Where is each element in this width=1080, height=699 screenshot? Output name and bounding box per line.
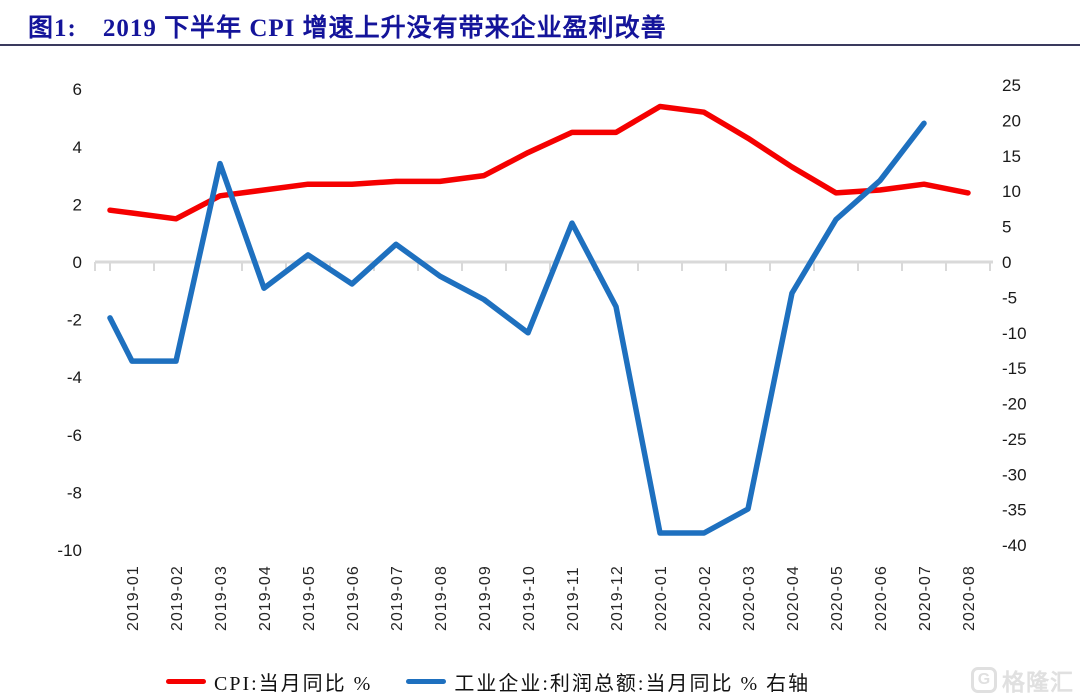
title-divider [0, 44, 1080, 46]
left-axis-tick-label: 2 [73, 195, 82, 214]
figure-header: 图1: 2019 下半年 CPI 增速上升没有带来企业盈利改善 [28, 8, 1048, 44]
x-axis-label: 2020-08 [961, 565, 978, 631]
x-axis-label: 2019-03 [213, 565, 230, 631]
x-axis-label: 2019-09 [477, 565, 494, 631]
x-axis-label: 2019-02 [169, 565, 186, 631]
x-axis-label: 2020-04 [785, 565, 802, 631]
right-axis-tick-label: -35 [1002, 501, 1027, 520]
legend-line-swatch [406, 679, 447, 684]
right-axis-tick-label: -40 [1002, 536, 1027, 555]
figure-label: 图1: [28, 15, 77, 42]
right-axis-tick-label: -30 [1002, 465, 1027, 484]
x-axis-label: 2019-06 [345, 565, 362, 631]
right-axis-tick-label: -10 [1002, 324, 1027, 343]
x-axis-label: 2019-04 [257, 565, 274, 631]
left-axis-tick-label: -2 [67, 311, 82, 330]
x-axis-label: 2019-07 [389, 565, 406, 631]
right-axis-tick-label: 5 [1002, 218, 1011, 237]
x-axis-label: 2019-11 [565, 566, 582, 631]
left-axis-tick-label: -10 [57, 541, 82, 560]
left-axis-tick-label: 4 [73, 138, 82, 157]
x-axis-label: 2019-10 [521, 565, 538, 631]
right-axis-tick-label: 20 [1002, 111, 1021, 130]
x-axis-label: 2020-06 [873, 565, 890, 631]
legend-label: 工业企业:利润总额:当月同比 % 右轴 [454, 673, 811, 695]
x-axis-label: 2020-03 [741, 565, 758, 631]
watermark-text: 格隆汇 [1002, 669, 1074, 695]
watermark: G 格隆汇 [971, 663, 1074, 697]
right-axis-tick-label: 0 [1002, 253, 1011, 272]
chart-legend: CPI:当月同比 % 工业企业:利润总额:当月同比 % 右轴 [166, 667, 810, 696]
right-axis-tick-label: -5 [1002, 288, 1017, 307]
x-axis-label: 2020-07 [917, 565, 934, 631]
right-axis-tick-label: -25 [1002, 430, 1027, 449]
cpi-line-series [107, 103, 971, 222]
profit-line-series [107, 120, 927, 536]
figure-title: 2019 下半年 CPI 增速上升没有带来企业盈利改善 [102, 15, 667, 42]
left-axis-tick-label: 0 [73, 253, 82, 272]
legend-item: 工业企业:利润总额:当月同比 % 右轴 [406, 667, 810, 696]
x-axis-label: 2019-01 [125, 565, 142, 631]
x-axis-label: 2019-08 [433, 565, 450, 631]
left-axis-tick-label: -4 [67, 368, 82, 387]
x-axis-label: 2020-01 [653, 565, 670, 631]
legend-label: CPI:当月同比 % [214, 673, 373, 695]
right-axis-tick-label: 10 [1002, 182, 1021, 201]
right-axis-tick-label: -15 [1002, 359, 1027, 378]
x-axis-label: 2020-05 [829, 565, 846, 631]
right-axis-tick-label: 25 [1002, 76, 1021, 95]
legend-line-swatch [166, 679, 206, 684]
legend-item: CPI:当月同比 % [166, 667, 372, 696]
watermark-logo-icon: G [971, 667, 997, 693]
x-axis-label: 2019-12 [609, 565, 626, 631]
left-axis-tick-label: -8 [67, 483, 82, 502]
left-axis-tick-label: 6 [73, 80, 82, 99]
right-axis-tick-label: 15 [1002, 147, 1021, 166]
right-axis-tick-label: -20 [1002, 395, 1027, 414]
x-axis-label: 2019-05 [301, 565, 318, 631]
x-axis-label: 2020-02 [697, 565, 714, 631]
left-axis-tick-label: -6 [67, 426, 82, 445]
